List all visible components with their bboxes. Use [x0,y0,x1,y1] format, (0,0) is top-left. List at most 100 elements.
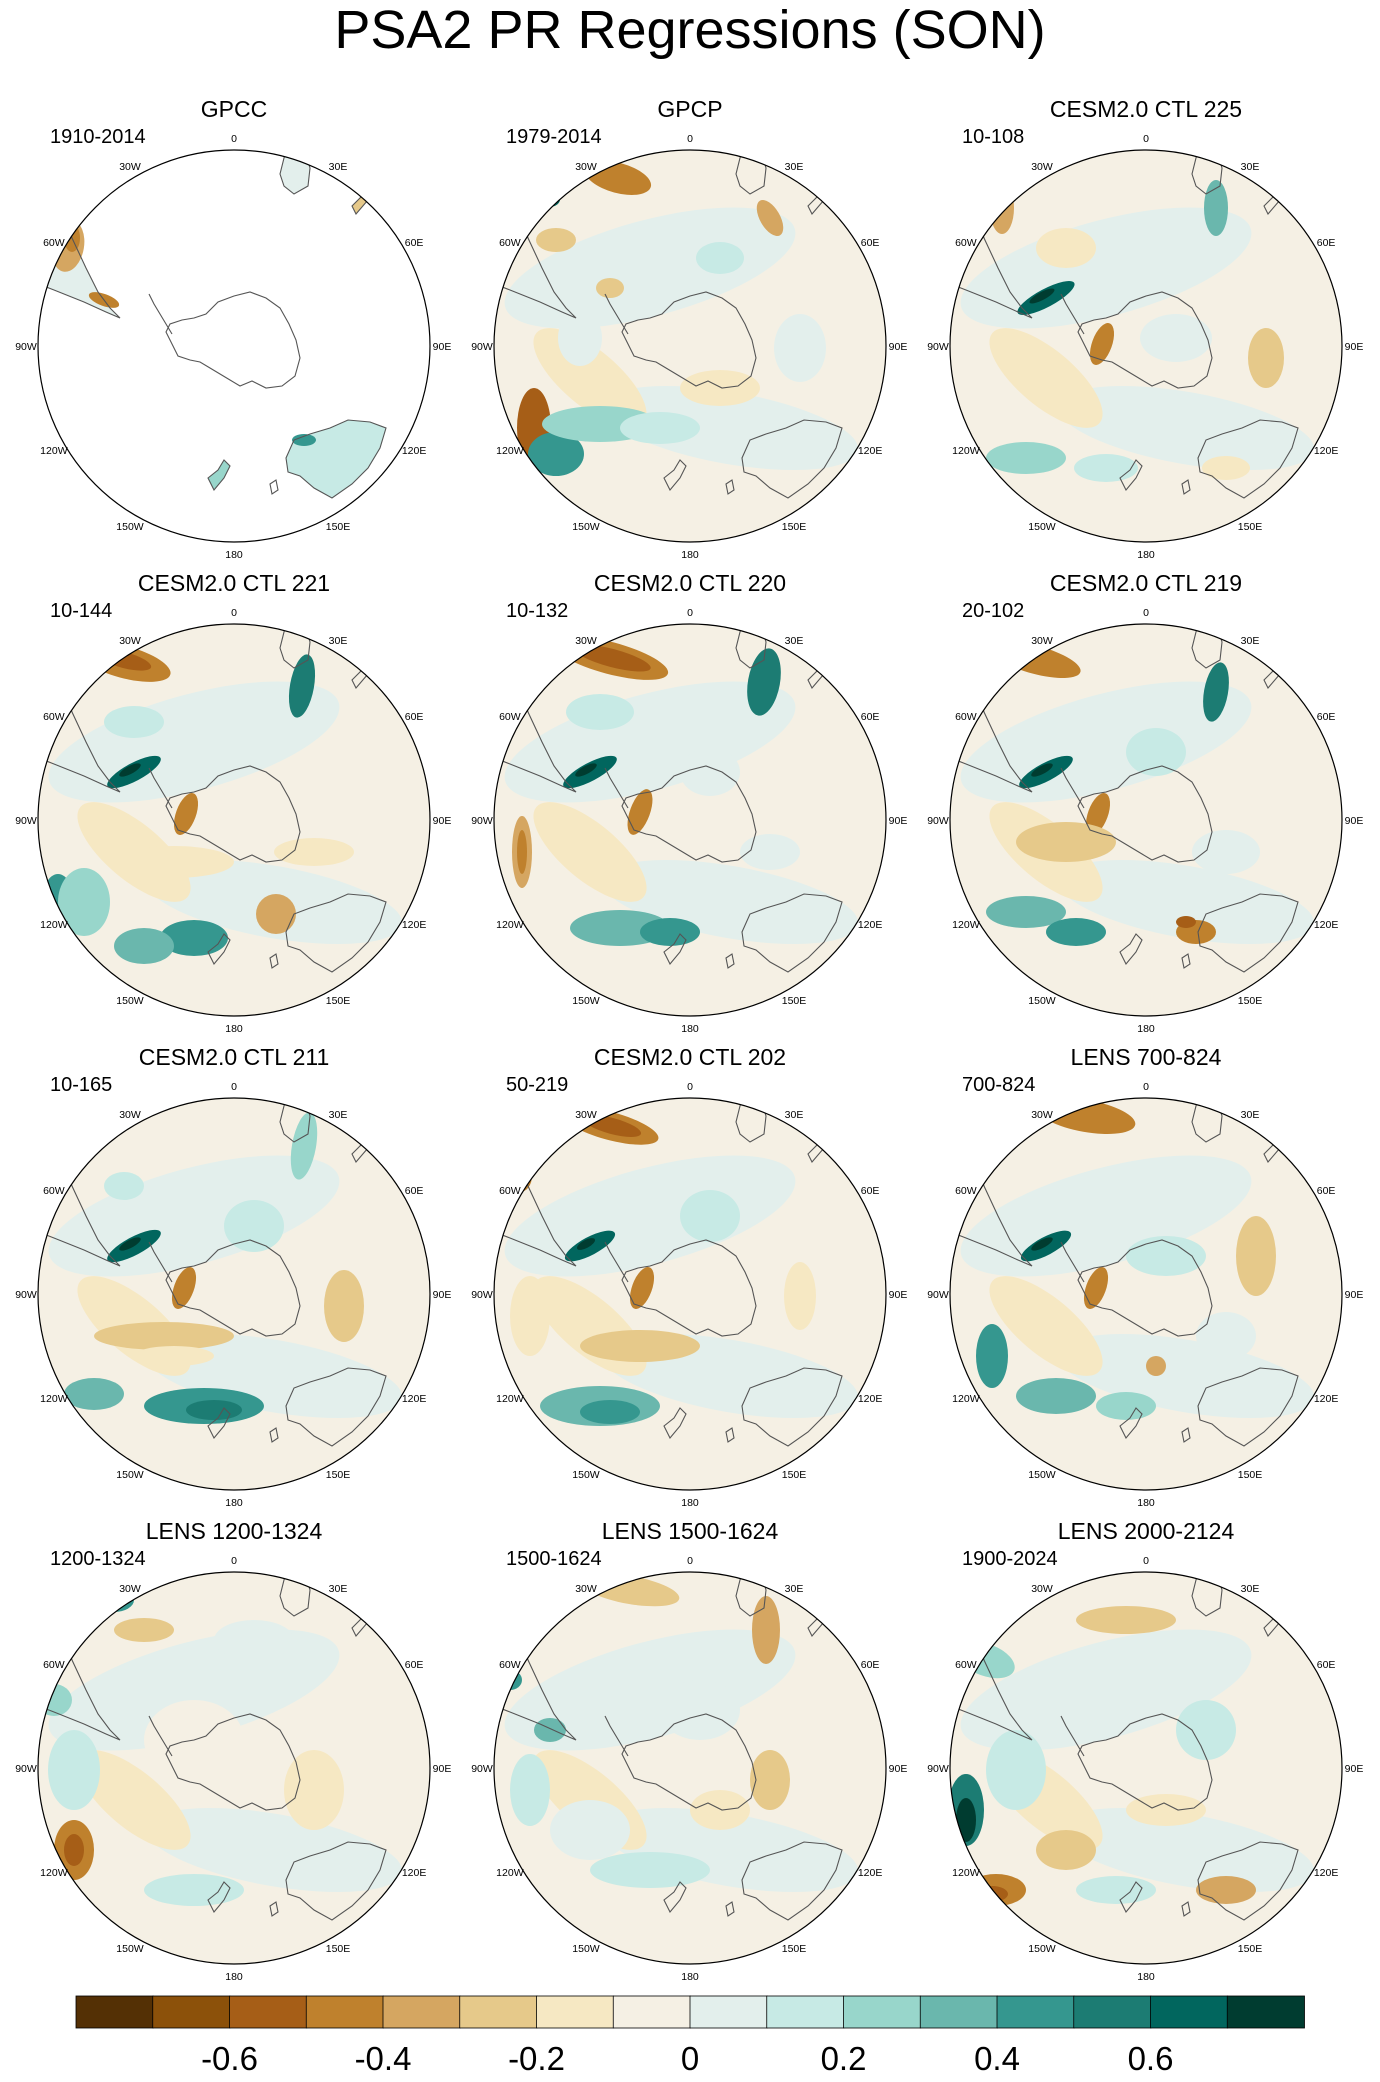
longitude-label: 150W [116,1943,144,1955]
map-panel-lens-1200-1324: LENS 1200-1324 1200-1324 0 30E 60E 90E 120E 1… [14,1516,454,1986]
longitude-label: 60W [43,711,65,723]
longitude-label: 30W [575,1109,597,1121]
longitude-label: 150E [326,521,351,533]
panel-years: 10-132 [506,600,569,622]
longitude-label: 150E [782,521,807,533]
longitude-label: 150E [1238,995,1263,1007]
longitude-label: 0 [687,1081,693,1093]
map-panel-cesm2-ctl-225: CESM2.0 CTL 225 10-108 0 30E 60E 90E 120E 150… [926,94,1366,564]
longitude-label: 120E [1314,445,1339,457]
polar-stereographic-map: 0 30E 60E 90E 120E 150E 180 150W 120W 90W 60W 30W [15,133,451,561]
longitude-label: 120W [40,445,68,457]
anomaly-field [504,636,859,946]
longitude-label: 0 [687,133,693,145]
map-frame [37,623,431,1017]
colorbar-swatch [919,1995,998,2029]
panel-years: 1910-2014 [50,126,146,148]
longitude-label: 120W [496,445,524,457]
anomaly-field [960,180,1315,482]
longitude-label: 120W [496,1393,524,1405]
longitude-label: 0 [1143,1555,1149,1567]
longitude-label: 60E [1317,237,1336,249]
panel-years: 700-824 [962,1074,1036,1096]
longitude-label: 90W [15,1763,37,1775]
colorbar-tick-label: 0.2 [821,2040,867,2077]
longitude-label: 30E [329,1583,348,1595]
longitude-label: 120W [952,1867,980,1879]
longitude-label: 120E [1314,1393,1339,1405]
longitude-label: 60E [1317,1185,1336,1197]
colorbar-swatch [305,1995,384,2029]
colorbar: -0.6 -0.4 -0.2 0 0.2 0.4 0.6 [75,1995,1305,2077]
longitude-label: 60E [861,237,880,249]
coastlines [494,1572,843,1921]
longitude-label: 0 [231,607,237,619]
longitude-label: 60W [955,711,977,723]
panel-years: 1200-1324 [50,1548,146,1570]
anomaly-field [960,1098,1315,1420]
polar-stereographic-map: 0 30E 60E 90E 120E 150E 180 150W 120W 90W 60W 30W [471,133,908,561]
colorbar-tick-label: -0.2 [508,2040,565,2077]
longitude-label: 60E [405,711,424,723]
longitude-label: 30W [1031,635,1053,647]
longitude-label: 180 [225,1497,243,1509]
longitude-label: 90E [889,341,908,353]
map-panel-gpcc: GPCC 1910-2014 0 30E 60E 90E 120E 150E 180 150W… [14,94,454,564]
colorbar-tick-label: -0.6 [201,2040,258,2077]
map-panel-gpcp: GPCP 1979-2014 0 30E 60E 90E 120E 150E 180 150W… [470,94,910,564]
longitude-label: 120W [952,1393,980,1405]
longitude-label: 90W [471,1763,493,1775]
panel-years: 50-219 [506,1074,569,1096]
longitude-label: 30W [575,635,597,647]
longitude-label: 120W [40,1393,68,1405]
coastlines [950,150,1299,499]
map-panel-lens-700-824: LENS 700-824 700-824 0 30E 60E 90E 120E 150E 1… [926,1042,1366,1512]
coastlines [494,1098,843,1447]
longitude-label: 30W [119,1109,141,1121]
longitude-label: 0 [1143,607,1149,619]
longitude-label: 120E [402,1867,427,1879]
longitude-label: 120W [40,1867,68,1879]
longitude-label: 30E [1241,161,1260,173]
coastlines [38,150,387,499]
anomaly-field [498,1573,859,1893]
polar-stereographic-map: 0 30E 60E 90E 120E 150E 180 150W 120W 90W 60W 30W [471,1081,907,1509]
colorbar-swatch [75,1995,154,2029]
longitude-label: 120W [952,445,980,457]
longitude-label: 180 [681,549,699,561]
coastlines [950,1098,1299,1447]
map-panel-lens-2000-2124: LENS 2000-2124 1900-2024 0 30E 60E 90E 120E 1… [926,1516,1366,1986]
longitude-label: 60E [405,237,424,249]
longitude-label: 0 [231,1081,237,1093]
longitude-label: 150W [116,521,144,533]
longitude-label: 150W [572,1943,600,1955]
longitude-label: 30E [785,161,804,173]
longitude-label: 150W [116,1469,144,1481]
panel-title: LENS 1200-1324 [145,1518,323,1544]
longitude-label: 150E [782,995,807,1007]
map-frame [949,1571,1343,1965]
panel-title: CESM2.0 CTL 219 [1049,570,1243,596]
map-frame [493,1571,887,1965]
longitude-label: 0 [231,133,237,145]
anomaly-field [504,161,859,476]
longitude-label: 180 [1137,1971,1155,1983]
longitude-label: 120W [496,1867,524,1879]
longitude-label: 180 [225,1023,243,1035]
colorbar-swatch [229,1995,308,2029]
longitude-label: 30W [575,1583,597,1595]
longitude-label: 60W [955,1659,977,1671]
coastlines [950,624,1299,973]
panel-years: 10-108 [962,126,1025,148]
longitude-label: 30W [575,161,597,173]
colorbar-swatch [612,1995,691,2029]
longitude-label: 120W [952,919,980,931]
longitude-label: 150E [782,1469,807,1481]
polar-stereographic-map: 0 30E 60E 90E 120E 150E 180 150W 120W 90W 60W 30W [927,133,1363,561]
longitude-label: 150W [572,995,600,1007]
longitude-label: 120E [858,1393,883,1405]
longitude-label: 60W [499,237,521,249]
panel-years: 1979-2014 [506,126,602,148]
panel-years: 1500-1624 [506,1548,602,1570]
longitude-label: 30W [1031,1109,1053,1121]
